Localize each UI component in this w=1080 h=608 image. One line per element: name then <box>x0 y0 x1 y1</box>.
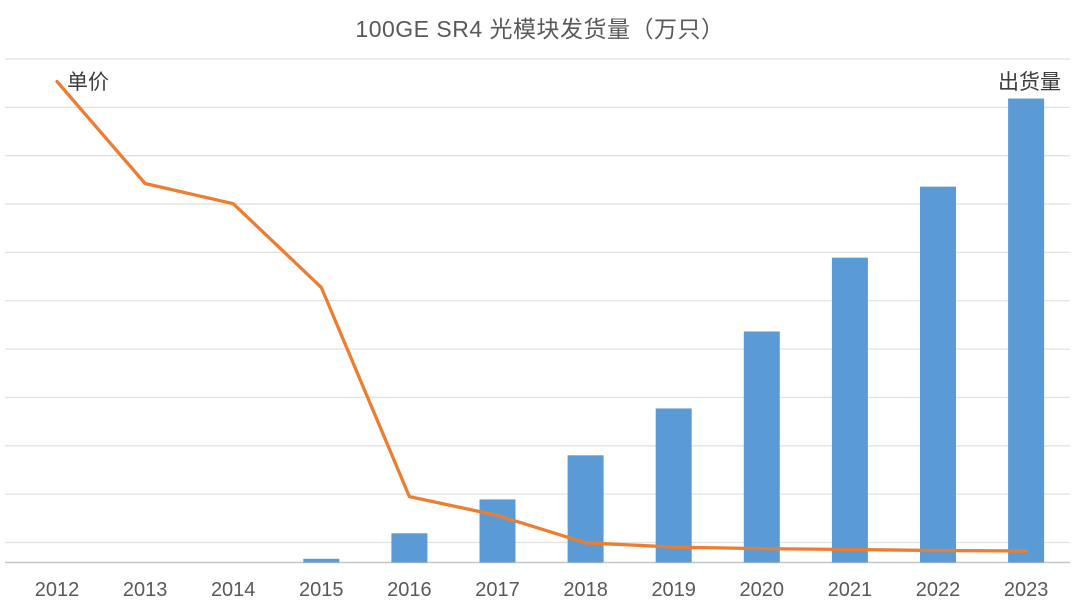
bar-2019 <box>655 408 692 563</box>
bar-2023 <box>1008 98 1045 563</box>
price-line <box>55 79 1028 553</box>
x-tick-label-2016: 2016 <box>387 579 432 601</box>
x-tick-label-2019: 2019 <box>651 579 696 601</box>
bar-2018 <box>567 455 604 563</box>
x-tick-label-2017: 2017 <box>475 579 520 601</box>
x-tick-label-2020: 2020 <box>740 579 785 601</box>
chart-title: 100GE SR4 光模块发货量（万只） <box>355 16 725 42</box>
bar-2015 <box>303 558 340 563</box>
x-tick-label-2015: 2015 <box>299 579 344 601</box>
line-series-label: 单价 <box>67 71 109 94</box>
x-tick-label-2013: 2013 <box>123 579 168 601</box>
x-tick-label-2012: 2012 <box>35 579 80 601</box>
bar-2016 <box>391 533 428 563</box>
x-tick-label-2014: 2014 <box>211 579 256 601</box>
x-tick-label-2018: 2018 <box>563 579 608 601</box>
bar-2021 <box>831 257 868 563</box>
x-tick-label-2023: 2023 <box>1004 579 1049 601</box>
x-tick-label-2021: 2021 <box>828 579 873 601</box>
x-tick-label-2022: 2022 <box>916 579 961 601</box>
bar-2022 <box>920 186 956 563</box>
bar-2017 <box>479 499 516 563</box>
bar-series-label: 出货量 <box>998 71 1061 94</box>
bar-2020 <box>743 331 780 563</box>
